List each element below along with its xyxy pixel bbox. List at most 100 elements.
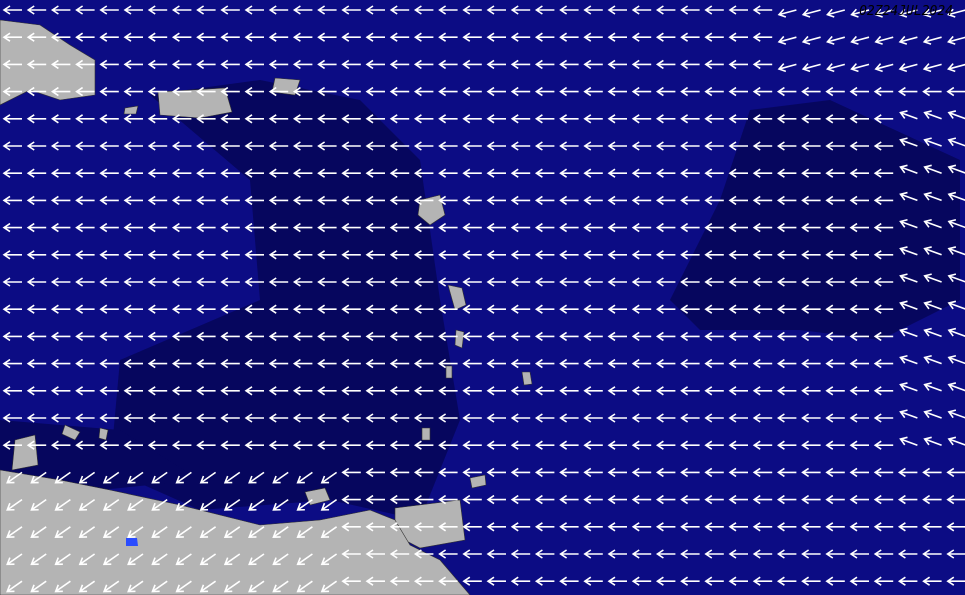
wave-arrow — [199, 526, 217, 538]
wave-arrow — [317, 86, 337, 97]
wave-arrow — [2, 86, 22, 97]
wave-arrow — [413, 522, 434, 532]
wave-arrow — [873, 141, 894, 151]
wave-arrow — [752, 358, 773, 369]
wave-arrow — [2, 168, 22, 178]
wave-arrow — [655, 522, 676, 532]
wave-arrow — [801, 522, 821, 532]
wave-arrow — [655, 86, 676, 97]
wave-arrow — [655, 277, 676, 287]
wave-arrow — [801, 63, 821, 73]
wave-arrow — [801, 277, 821, 287]
wave-arrow — [171, 440, 192, 450]
wave-arrow — [127, 498, 144, 511]
wave-arrow — [825, 114, 845, 124]
wave-arrow — [826, 35, 846, 45]
wave-arrow — [292, 5, 313, 15]
wave-arrow — [268, 250, 289, 260]
wave-arrow — [607, 331, 627, 342]
wave-arrow — [583, 358, 603, 369]
wave-arrow — [171, 222, 192, 233]
wave-arrow — [26, 86, 47, 97]
wave-arrow — [776, 549, 797, 559]
wave-arrow — [147, 5, 168, 15]
wave-arrow — [583, 250, 603, 260]
wave-arrow — [631, 86, 652, 97]
wave-arrow — [296, 580, 313, 593]
wave-arrow — [825, 494, 845, 505]
wave-arrow — [438, 59, 458, 70]
wave-arrow — [123, 277, 143, 287]
wave-arrow — [171, 141, 192, 151]
wave-arrow — [801, 195, 821, 206]
wave-arrow — [776, 440, 797, 450]
wave-arrow — [752, 141, 773, 151]
wave-arrow — [583, 86, 603, 97]
wave-arrow — [631, 386, 652, 396]
wave-arrow — [534, 59, 555, 70]
wave-arrow — [825, 304, 845, 314]
wave-arrow — [534, 440, 555, 450]
wave-arrow — [75, 5, 95, 15]
wave-arrow — [175, 471, 192, 484]
wave-arrow — [486, 141, 506, 151]
wave-arrow — [220, 413, 240, 423]
wave-arrow — [123, 32, 143, 42]
wave-arrow — [897, 576, 918, 586]
wave-arrow — [486, 386, 506, 396]
wave-arrow — [365, 331, 385, 342]
wave-arrow — [899, 137, 918, 147]
wave-arrow — [728, 5, 748, 15]
wave-arrow — [272, 526, 289, 538]
wave-arrow — [873, 222, 894, 233]
wave-arrow — [607, 304, 627, 314]
wave-arrow — [486, 522, 506, 532]
wave-arrow — [680, 59, 700, 70]
wave-arrow — [947, 8, 965, 18]
wave-arrow — [923, 327, 942, 338]
wave-arrow — [171, 86, 192, 97]
wave-arrow — [534, 250, 555, 260]
wave-arrow — [292, 304, 313, 314]
wave-arrow — [292, 86, 313, 97]
wave-arrow — [26, 358, 47, 369]
wave-arrow — [510, 494, 531, 505]
wave-arrow — [320, 580, 338, 593]
wave-arrow — [776, 576, 797, 586]
wave-arrow — [292, 222, 313, 233]
wave-arrow — [947, 63, 965, 73]
wave-arrow — [50, 32, 71, 42]
wave-arrow — [752, 304, 773, 314]
wave-arrow — [413, 114, 434, 124]
wave-arrow — [123, 195, 143, 206]
wave-arrow — [268, 304, 289, 314]
wave-arrow — [50, 86, 71, 97]
wave-arrow — [486, 32, 506, 42]
wave-arrow — [413, 5, 434, 15]
wave-arrow — [389, 32, 410, 42]
wave-arrow — [99, 222, 119, 233]
wave-arrow — [365, 413, 385, 423]
wave-arrow — [776, 222, 797, 233]
wave-arrow — [534, 331, 555, 342]
wave-arrow — [655, 32, 676, 42]
wave-arrow — [897, 522, 918, 532]
wave-arrow — [317, 358, 337, 369]
wave-arrow — [99, 277, 119, 287]
wave-arrow — [704, 195, 724, 206]
wave-arrow — [26, 386, 47, 396]
wave-arrow — [559, 168, 579, 178]
wave-arrow — [296, 526, 313, 538]
wave-arrow — [78, 553, 96, 566]
wave-arrow — [462, 168, 482, 178]
wave-arrow — [196, 277, 216, 287]
wave-arrow — [123, 222, 143, 233]
wave-arrow — [704, 141, 724, 151]
wave-arrow — [413, 222, 434, 233]
wave-arrow — [922, 86, 942, 97]
wave-arrow — [220, 386, 240, 396]
wave-arrow — [99, 250, 119, 260]
wave-arrow — [2, 413, 22, 423]
wave-arrow — [389, 494, 410, 505]
